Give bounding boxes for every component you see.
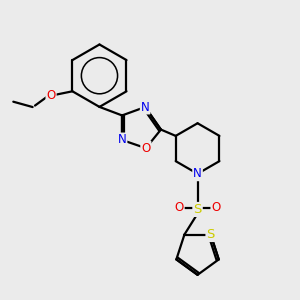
Text: O: O — [141, 142, 151, 155]
Text: O: O — [175, 202, 184, 214]
Text: N: N — [141, 100, 149, 113]
Text: O: O — [212, 202, 220, 214]
Text: S: S — [206, 228, 215, 241]
Text: S: S — [194, 203, 202, 216]
Text: N: N — [193, 167, 202, 180]
Text: N: N — [118, 134, 126, 146]
Text: O: O — [46, 89, 56, 102]
